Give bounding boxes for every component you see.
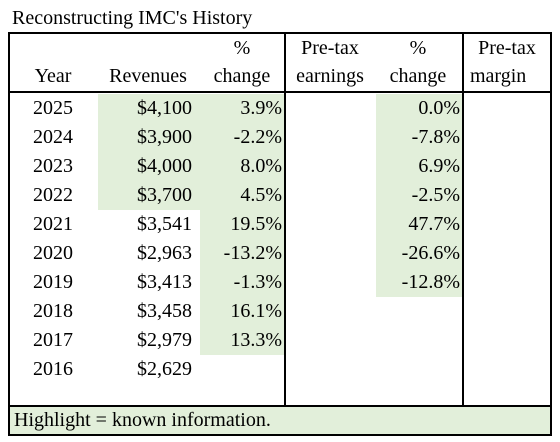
known-info-highlight	[200, 181, 284, 210]
column-divider	[284, 34, 286, 407]
cell-pretax	[286, 123, 370, 152]
cell-revenue: $3,413	[137, 271, 192, 293]
known-info-highlight	[376, 268, 462, 297]
column-divider	[462, 34, 464, 407]
footer-divider	[10, 405, 550, 407]
cell-earn-change: -26.6%	[401, 242, 460, 264]
cell-rev-change: 8.0%	[240, 155, 282, 177]
cell-earn-change: -2.5%	[411, 184, 460, 206]
cell-margin	[464, 239, 546, 268]
known-info-highlight	[376, 239, 462, 268]
cell-margin	[464, 268, 546, 297]
cell-rev-change: -1.3%	[233, 271, 282, 293]
known-info-highlight	[98, 152, 200, 181]
cell-revenue: $4,100	[137, 97, 192, 119]
cell-year: 2022	[33, 184, 73, 206]
cell-pretax	[286, 326, 370, 355]
cell-year: 2016	[33, 358, 73, 380]
cell-revenue: $3,700	[137, 184, 192, 206]
cell-pretax	[286, 181, 370, 210]
cell-revenue: $2,963	[137, 242, 192, 264]
known-info-highlight	[98, 94, 200, 123]
cell-margin	[464, 123, 546, 152]
known-info-highlight	[376, 123, 462, 152]
header-pretax: Pre-tax	[301, 37, 359, 59]
header-earn-pct: %	[409, 37, 427, 59]
known-info-highlight	[200, 94, 284, 123]
known-info-highlight	[200, 152, 284, 181]
cell-margin	[464, 152, 546, 181]
known-info-highlight	[200, 297, 284, 326]
cell-pretax	[286, 355, 370, 384]
footer-note: Highlight = known information.	[10, 407, 550, 434]
cell-revenue: $2,629	[137, 358, 192, 380]
cell-rev-change: 4.5%	[240, 184, 282, 206]
cell-year: 2019	[33, 271, 73, 293]
cell-margin	[464, 326, 546, 355]
cell-earn-change: 6.9%	[418, 155, 460, 177]
known-info-highlight	[98, 181, 200, 210]
cell-revenue: $3,458	[137, 300, 192, 322]
cell-year: 2025	[33, 97, 73, 119]
data-table: % Pre-tax % Pre-tax Year Revenues change…	[8, 32, 552, 436]
cell-year: 2017	[33, 329, 73, 351]
cell-earn-change	[374, 326, 460, 355]
known-info-highlight	[200, 239, 284, 268]
cell-pretax	[286, 152, 370, 181]
cell-rev-change: 3.9%	[240, 97, 282, 119]
cell-pretax	[286, 297, 370, 326]
known-info-highlight	[200, 268, 284, 297]
cell-margin	[464, 210, 546, 239]
cell-earn-change: -12.8%	[401, 271, 460, 293]
known-info-highlight	[376, 152, 462, 181]
cell-margin	[464, 94, 546, 123]
cell-pretax	[286, 268, 370, 297]
known-info-highlight	[376, 94, 462, 123]
header-margin: Pre-tax	[478, 37, 536, 59]
cell-year: 2018	[33, 300, 73, 322]
cell-revenue: $4,000	[137, 155, 192, 177]
cell-margin	[464, 297, 546, 326]
cell-year: 2020	[33, 242, 73, 264]
cell-margin	[464, 181, 546, 210]
cell-rev-change: 13.3%	[230, 329, 282, 351]
header-divider	[10, 91, 550, 93]
table-title: Reconstructing IMC's History	[12, 7, 253, 29]
known-info-highlight	[98, 123, 200, 152]
cell-earn-change: -7.8%	[411, 126, 460, 148]
known-info-highlight	[200, 326, 284, 355]
header-year: Year	[34, 65, 72, 87]
known-info-highlight	[376, 210, 462, 239]
cell-year: 2023	[33, 155, 73, 177]
known-info-highlight	[200, 210, 284, 239]
cell-pretax	[286, 239, 370, 268]
cell-rev-change: -2.2%	[233, 126, 282, 148]
cell-earn-change	[374, 355, 460, 384]
header-rev-pct: %	[233, 37, 251, 59]
cell-rev-change: 19.5%	[230, 213, 282, 235]
cell-year: 2021	[33, 213, 73, 235]
cell-revenue: $3,900	[137, 126, 192, 148]
known-info-highlight	[200, 123, 284, 152]
cell-pretax	[286, 94, 370, 123]
cell-rev-change	[198, 355, 282, 384]
known-info-highlight	[376, 181, 462, 210]
cell-pretax	[286, 210, 370, 239]
cell-earn-change	[374, 297, 460, 326]
cell-earn-change: 0.0%	[418, 97, 460, 119]
cell-revenue: $2,979	[137, 329, 192, 351]
header-earnings: earnings	[296, 65, 364, 87]
header-earn-change: change	[389, 65, 447, 87]
header-revenues: Revenues	[109, 65, 187, 87]
cell-year: 2024	[33, 126, 73, 148]
header-margin-label: margin	[470, 65, 527, 87]
cell-margin	[464, 355, 546, 384]
cell-earn-change: 47.7%	[408, 213, 460, 235]
header-rev-change: change	[213, 65, 271, 87]
cell-rev-change: -13.2%	[223, 242, 282, 264]
cell-revenue: $3,541	[137, 213, 192, 235]
cell-rev-change: 16.1%	[230, 300, 282, 322]
